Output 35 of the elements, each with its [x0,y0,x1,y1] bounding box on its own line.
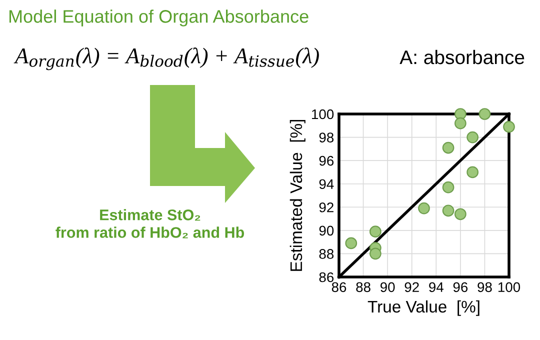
y-tick-label: 100 [312,109,334,120]
point [369,248,382,260]
point [442,181,454,194]
y-tick-label: 90 [319,226,334,236]
point [442,204,454,217]
point [478,108,491,120]
x-tick-label: 92 [404,282,419,292]
text: A$_{organ}$(λ) = A$_{blood}$(λ) + A$_{tissue}$(λ) [14,48,319,70]
y-tick-label: 88 [319,249,334,259]
point [466,131,479,144]
x-axis-title: True Value [%] [368,300,480,316]
x-tick-label: 86 [332,282,346,292]
x-tick-label: 98 [478,282,492,292]
point [442,142,454,154]
y-axis-title: Estimated Value [%] [290,120,306,271]
point [503,120,515,133]
x-tick-label: 88 [356,282,370,292]
y-tick-label: 96 [319,156,334,166]
point [418,202,430,214]
x-tick-label: 96 [453,282,468,292]
x-tick-label: 90 [380,282,395,292]
y-tick-label: 92 [319,202,334,212]
text: Model Equation of Organ Absorbance [9,10,308,26]
x-tick-label: 100 [498,282,520,292]
y-tick-label: 86 [319,272,334,282]
y-tick-label: 98 [319,132,334,142]
y-tick-label: 94 [319,179,334,190]
text: Estimate StO₂ from ratio of HbO₂ and Hb [56,209,244,238]
x-tick-label: 94 [429,282,444,292]
point [369,226,382,238]
point [454,117,466,130]
text: A: absorbance [400,50,524,64]
point [454,208,466,220]
point [466,166,479,178]
point [345,237,358,250]
